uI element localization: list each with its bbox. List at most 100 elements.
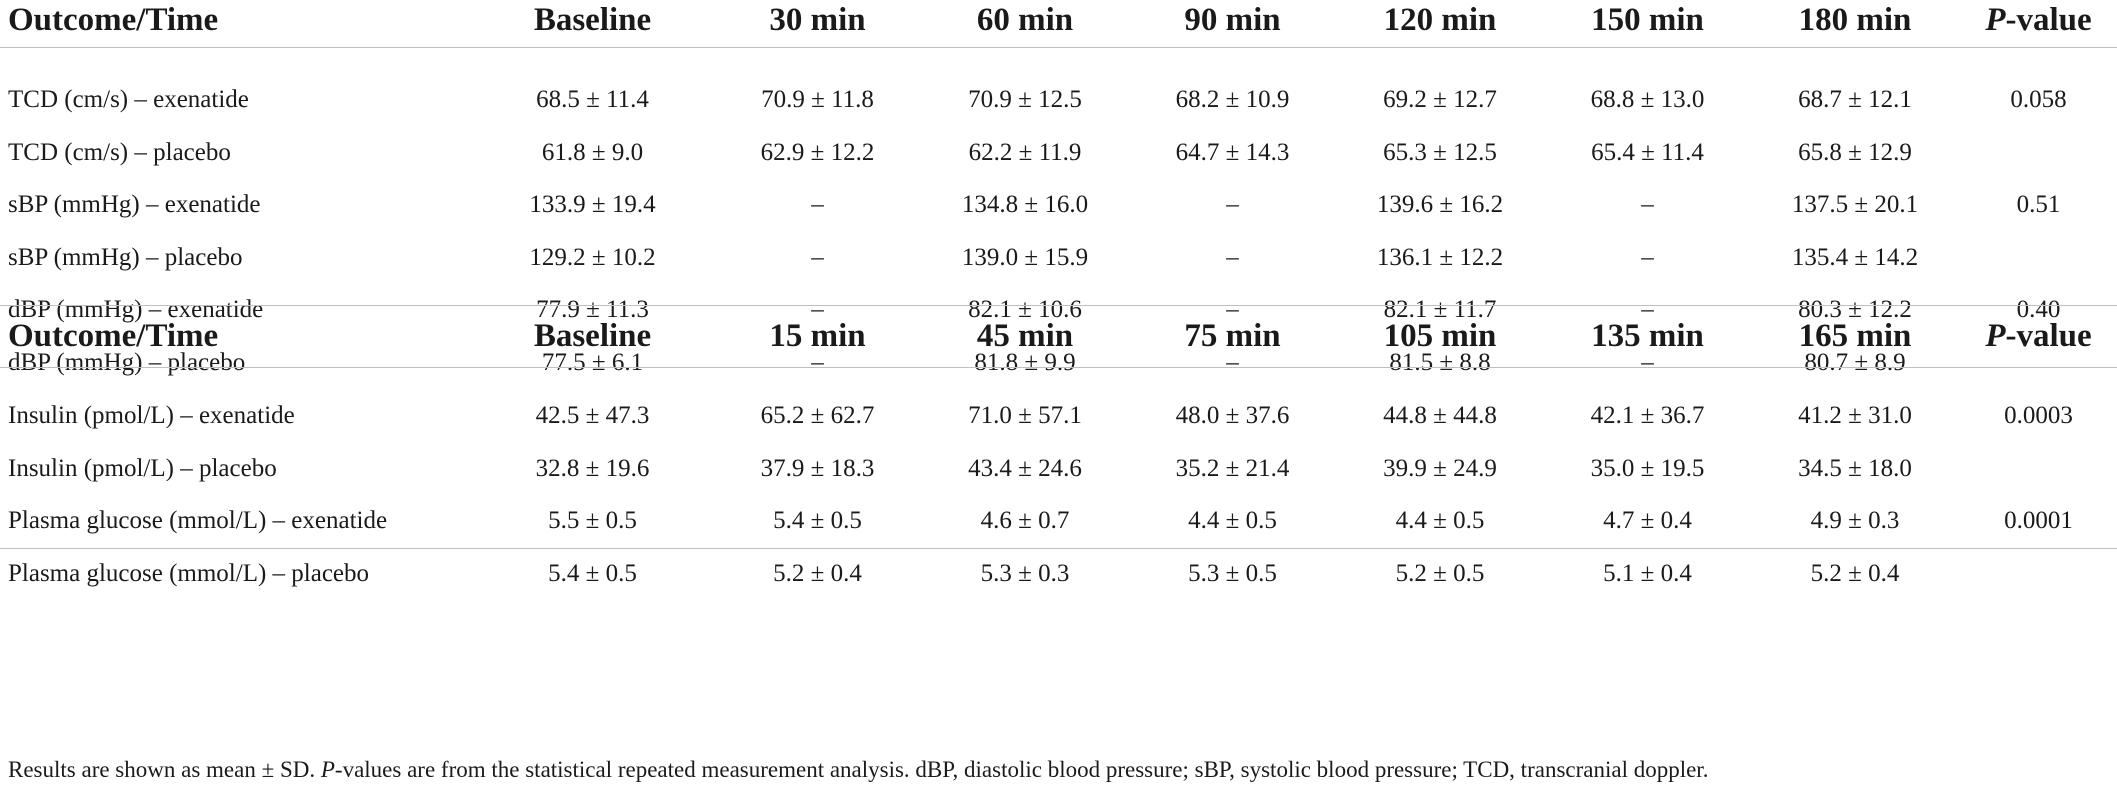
table-row: TCD (cm/s) – placebo 61.8 ± 9.0 62.9 ± 12.… [0,127,2117,180]
value-cell: – [811,296,824,324]
rule-middle [0,305,2117,306]
value-cell: 4.4 ± 0.5 [1395,507,1485,535]
p-value-cell [1960,127,2117,180]
value-cell: 68.7 ± 12.1 [1798,86,1912,114]
value-cell: 139.0 ± 15.9 [961,243,1089,271]
value-cell: 5.3 ± 0.3 [980,559,1070,587]
value-cell: – [1226,243,1239,271]
value-cell: 135.4 ± 14.2 [1791,243,1919,271]
p-value-cell [1960,232,2117,285]
row-label: TCD (cm/s) – placebo [8,138,231,166]
spacer-row [0,52,2117,74]
value-cell: 65.2 ± 62.7 [760,402,875,430]
value-cell: 41.2 ± 31.0 [1798,402,1912,430]
p-value-cell [1960,443,2117,496]
rule-top [0,47,2117,48]
spacer-row [0,368,2117,390]
value-cell: 68.2 ± 10.9 [1175,86,1290,114]
value-cell: 37.9 ± 18.3 [760,454,875,482]
row-label: dBP (mmHg) – placebo [8,348,246,376]
value-cell: 62.2 ± 11.9 [968,138,1082,166]
header-col: Baseline [533,1,652,38]
header-outcome-time: Outcome/Time [8,317,219,354]
value-cell: 64.7 ± 14.3 [1175,138,1290,166]
value-cell: 34.5 ± 18.0 [1798,454,1912,482]
value-cell: 48.0 ± 37.6 [1175,402,1290,430]
value-cell: 81.5 ± 8.8 [1389,348,1491,376]
value-cell: 82.1 ± 11.7 [1383,296,1497,324]
header-p-value: P-value [1985,1,2092,38]
value-cell: 32.8 ± 19.6 [535,454,650,482]
value-cell: – [811,348,824,376]
value-cell: 68.8 ± 13.0 [1590,86,1705,114]
header-col: 45 min [976,317,1074,354]
row-label: Insulin (pmol/L) – exenatide [8,402,295,430]
value-cell: 134.8 ± 16.0 [961,191,1089,219]
header-col: 15 min [769,317,866,354]
value-cell: 68.5 ± 11.4 [536,86,649,114]
header-row-2: Outcome/Time Baseline 15 min 45 min 75 m… [0,304,2117,368]
value-cell: 82.1 ± 10.6 [968,296,1082,324]
table-row: Insulin (pmol/L) – placebo 32.8 ± 19.6 37.… [0,443,2117,496]
row-label: sBP (mmHg) – exenatide [8,191,261,219]
value-cell: 71.0 ± 57.1 [968,402,1082,430]
table-row: Plasma glucose (mmol/L) – placebo 5.4 ± 0… [0,548,2117,601]
value-cell: 139.6 ± 16.2 [1376,191,1504,219]
table-row: Insulin (pmol/L) – exenatide 42.5 ± 47.3 6… [0,390,2117,443]
p-value-cell: 0.058 [2010,86,2067,114]
header-outcome-time: Outcome/Time [8,1,219,38]
value-cell: 5.2 ± 0.4 [773,559,862,587]
value-cell: 43.4 ± 24.6 [968,454,1082,482]
value-cell: 65.8 ± 12.9 [1798,138,1912,166]
value-cell: – [811,191,824,219]
p-value-cell [1960,548,2117,601]
value-cell: 77.5 ± 6.1 [541,348,644,376]
value-cell: 80.7 ± 8.9 [1804,348,1906,376]
p-value-cell: 0.51 [2016,191,2061,219]
value-cell: 5.3 ± 0.5 [1188,559,1277,587]
value-cell: 4.7 ± 0.4 [1603,507,1692,535]
value-cell: 5.4 ± 0.5 [773,507,862,535]
table-row: Plasma glucose (mmol/L) – exenatide 5.5 ±… [0,495,2117,548]
row-label: Insulin (pmol/L) – placebo [8,454,277,482]
header-col: 90 min [1184,1,1281,38]
value-cell: 62.9 ± 12.2 [760,138,875,166]
value-cell: 65.4 ± 11.4 [1591,138,1704,166]
table-row: TCD (cm/s) – exenatide 68.5 ± 11.4 70.9 ± … [0,74,2117,127]
value-cell: – [1226,348,1239,376]
value-cell: 65.3 ± 12.5 [1383,138,1497,166]
value-cell: 5.5 ± 0.5 [548,507,637,535]
value-cell: 70.9 ± 11.8 [761,86,874,114]
row-label: Plasma glucose (mmol/L) – exenatide [8,507,388,535]
header-col: 135 min [1591,317,1704,354]
value-cell: 44.8 ± 44.8 [1383,402,1497,430]
value-cell: 70.9 ± 12.5 [968,86,1082,114]
header-col: 60 min [976,1,1074,38]
row-label: TCD (cm/s) – exenatide [8,86,249,114]
value-cell: 4.6 ± 0.7 [980,507,1070,535]
value-cell: 5.2 ± 0.5 [1395,559,1485,587]
value-cell: 35.2 ± 21.4 [1175,454,1290,482]
value-cell: – [1641,348,1654,376]
header-col: 120 min [1383,1,1497,38]
value-cell: 133.9 ± 19.4 [529,191,656,219]
row-label: sBP (mmHg) – placebo [8,243,243,271]
value-cell: 61.8 ± 9.0 [541,138,644,166]
value-cell: 5.4 ± 0.5 [548,559,637,587]
value-cell: 5.2 ± 0.4 [1810,559,1900,587]
header-col: 105 min [1383,317,1497,354]
p-value-cell: 0.0001 [2004,507,2073,535]
header-col: 75 min [1184,317,1281,354]
table-row: dBP (mmHg) – placebo 77.5 ± 6.1 – 81.8 ± 9.… [0,337,2117,390]
header-row-1: Outcome/Time Baseline 30 min 60 min 90 m… [0,0,2117,52]
value-cell: – [811,243,824,271]
p-value-cell: 0.40 [2016,296,2061,324]
value-cell: 4.4 ± 0.5 [1188,507,1277,535]
value-cell: 137.5 ± 20.1 [1791,191,1919,219]
header-col: 165 min [1798,317,1912,354]
value-cell: 80.3 ± 12.2 [1798,296,1912,324]
value-cell: 35.0 ± 19.5 [1590,454,1705,482]
rule-bottom [0,548,2117,549]
value-cell: 4.9 ± 0.3 [1810,507,1900,535]
value-cell: 129.2 ± 10.2 [529,243,656,271]
